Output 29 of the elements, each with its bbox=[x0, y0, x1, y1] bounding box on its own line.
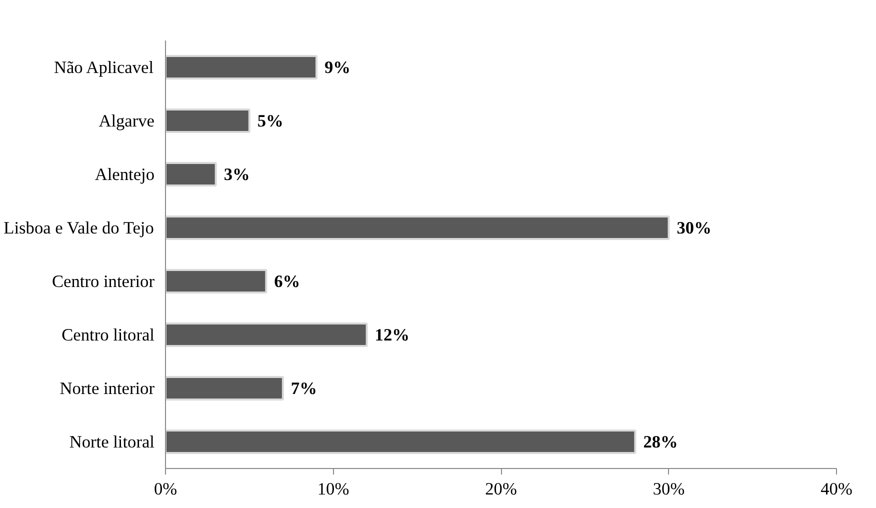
data-label: 9% bbox=[324, 58, 350, 77]
y-tick-label: Alentejo bbox=[94, 164, 155, 184]
x-tick-label: 30% bbox=[652, 480, 685, 498]
x-tick-label: 20% bbox=[485, 480, 517, 498]
data-label: 7% bbox=[290, 378, 317, 398]
y-tick-label: Norte litoral bbox=[69, 432, 155, 452]
x-tick-label: 0% bbox=[154, 480, 178, 498]
y-tick-label: Algarve bbox=[98, 111, 155, 130]
data-label: 3% bbox=[224, 164, 250, 184]
bar bbox=[166, 376, 284, 400]
data-label: 28% bbox=[643, 432, 678, 452]
y-tick-label: Centro litoral bbox=[62, 325, 155, 344]
bar bbox=[166, 430, 636, 454]
y-tick-label: Centro interior bbox=[52, 272, 155, 291]
y-tick-label: Norte interior bbox=[60, 378, 155, 398]
data-label: 5% bbox=[257, 111, 284, 130]
bar bbox=[166, 108, 250, 133]
bar bbox=[166, 216, 670, 240]
y-tick-label: Lisboa e Vale do Tejo bbox=[4, 218, 154, 238]
bar bbox=[166, 322, 368, 347]
data-label: 30% bbox=[676, 218, 712, 238]
data-label: 6% bbox=[274, 272, 300, 291]
bar bbox=[166, 269, 268, 294]
x-tick-label: 10% bbox=[317, 480, 350, 498]
y-tick-label: Não Aplicavel bbox=[54, 58, 154, 77]
x-tick-label: 40% bbox=[820, 480, 852, 498]
bar bbox=[166, 55, 318, 80]
bar bbox=[166, 162, 217, 186]
data-label: 12% bbox=[374, 325, 410, 344]
